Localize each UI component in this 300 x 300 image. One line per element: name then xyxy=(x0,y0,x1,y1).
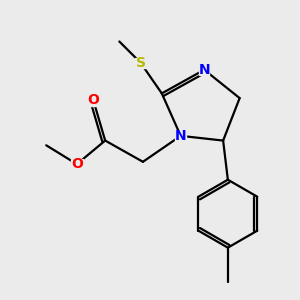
Text: N: N xyxy=(175,129,187,143)
Text: S: S xyxy=(136,56,146,70)
Text: O: O xyxy=(87,94,99,107)
Bar xyxy=(135,58,146,68)
Text: N: N xyxy=(198,63,210,77)
Bar xyxy=(71,159,83,169)
Bar xyxy=(88,95,99,106)
Text: O: O xyxy=(71,157,83,171)
Bar xyxy=(176,131,186,141)
Bar xyxy=(199,64,209,75)
